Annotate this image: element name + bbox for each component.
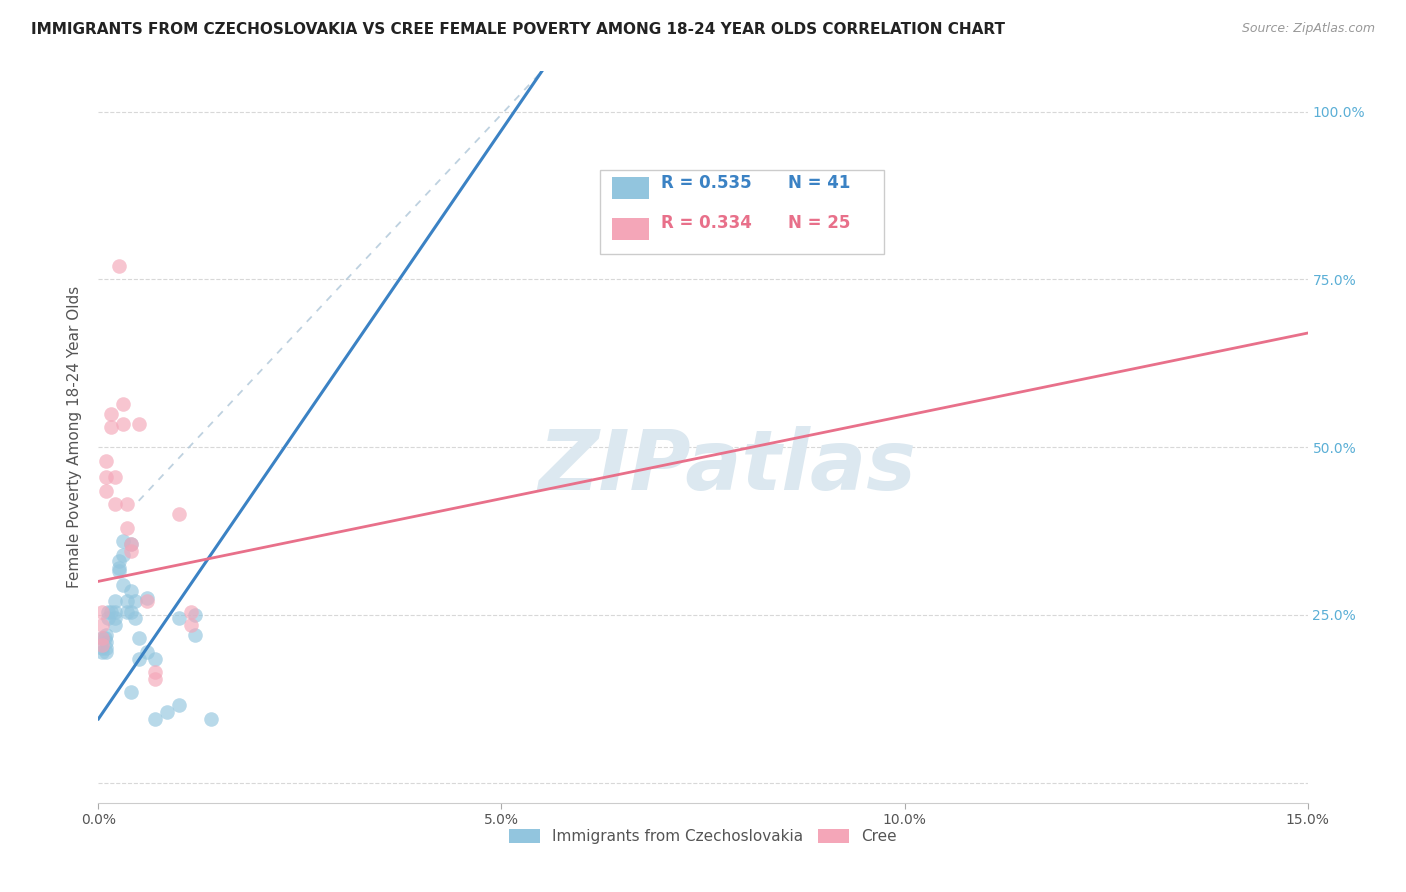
Point xyxy=(115,521,138,535)
Point xyxy=(124,611,146,625)
Point xyxy=(167,508,190,522)
Point xyxy=(128,417,150,431)
Point xyxy=(103,605,125,619)
Point xyxy=(124,594,146,608)
Point xyxy=(135,591,157,606)
Point xyxy=(120,685,142,699)
Point xyxy=(107,564,129,578)
Point xyxy=(107,259,129,273)
Point xyxy=(96,645,118,659)
Point xyxy=(115,594,138,608)
Point xyxy=(97,611,120,625)
Point xyxy=(97,605,120,619)
Point xyxy=(200,712,222,726)
Point xyxy=(184,628,207,642)
Point xyxy=(115,497,138,511)
Point xyxy=(143,651,166,665)
Point xyxy=(111,578,134,592)
Point xyxy=(143,665,166,679)
Point xyxy=(115,605,138,619)
FancyBboxPatch shape xyxy=(613,178,648,200)
Point xyxy=(91,618,114,632)
Point xyxy=(96,470,118,484)
Text: R = 0.535: R = 0.535 xyxy=(661,174,751,193)
Text: Source: ZipAtlas.com: Source: ZipAtlas.com xyxy=(1241,22,1375,36)
Point xyxy=(96,634,118,648)
Point xyxy=(167,698,190,713)
Point xyxy=(96,628,118,642)
Point xyxy=(100,407,122,421)
Point xyxy=(103,497,125,511)
Point xyxy=(111,396,134,410)
Text: N = 25: N = 25 xyxy=(787,214,851,233)
Point xyxy=(96,483,118,498)
Point xyxy=(91,632,114,646)
Point xyxy=(180,618,202,632)
Point xyxy=(143,672,166,686)
Text: ZIPatlas: ZIPatlas xyxy=(538,425,917,507)
Point xyxy=(120,584,142,599)
Legend: Immigrants from Czechoslovakia, Cree: Immigrants from Czechoslovakia, Cree xyxy=(503,822,903,850)
Point xyxy=(128,651,150,665)
FancyBboxPatch shape xyxy=(600,170,884,254)
Y-axis label: Female Poverty Among 18-24 Year Olds: Female Poverty Among 18-24 Year Olds xyxy=(67,286,83,588)
Point xyxy=(135,594,157,608)
Text: N = 41: N = 41 xyxy=(787,174,851,193)
Point xyxy=(91,605,114,619)
Point xyxy=(111,417,134,431)
Point xyxy=(107,561,129,575)
Point xyxy=(120,544,142,558)
Point xyxy=(180,605,202,619)
Point xyxy=(107,554,129,568)
Text: R = 0.334: R = 0.334 xyxy=(661,214,752,233)
Point xyxy=(94,632,117,646)
Point xyxy=(96,453,118,467)
Point xyxy=(91,638,114,652)
Point xyxy=(111,534,134,549)
Point xyxy=(91,632,114,646)
Point xyxy=(103,611,125,625)
Point xyxy=(100,420,122,434)
FancyBboxPatch shape xyxy=(613,218,648,240)
Point xyxy=(91,641,114,656)
Text: IMMIGRANTS FROM CZECHOSLOVAKIA VS CREE FEMALE POVERTY AMONG 18-24 YEAR OLDS CORR: IMMIGRANTS FROM CZECHOSLOVAKIA VS CREE F… xyxy=(31,22,1005,37)
Point xyxy=(120,537,142,551)
Point xyxy=(128,632,150,646)
Point xyxy=(91,645,114,659)
Point xyxy=(135,645,157,659)
Point xyxy=(96,641,118,656)
Point xyxy=(156,705,179,719)
Point xyxy=(100,605,122,619)
Point xyxy=(120,605,142,619)
Point xyxy=(103,594,125,608)
Point xyxy=(103,470,125,484)
Point xyxy=(111,548,134,562)
Point xyxy=(120,537,142,551)
Point xyxy=(184,607,207,622)
Point xyxy=(103,618,125,632)
Point xyxy=(143,712,166,726)
Point xyxy=(167,611,190,625)
